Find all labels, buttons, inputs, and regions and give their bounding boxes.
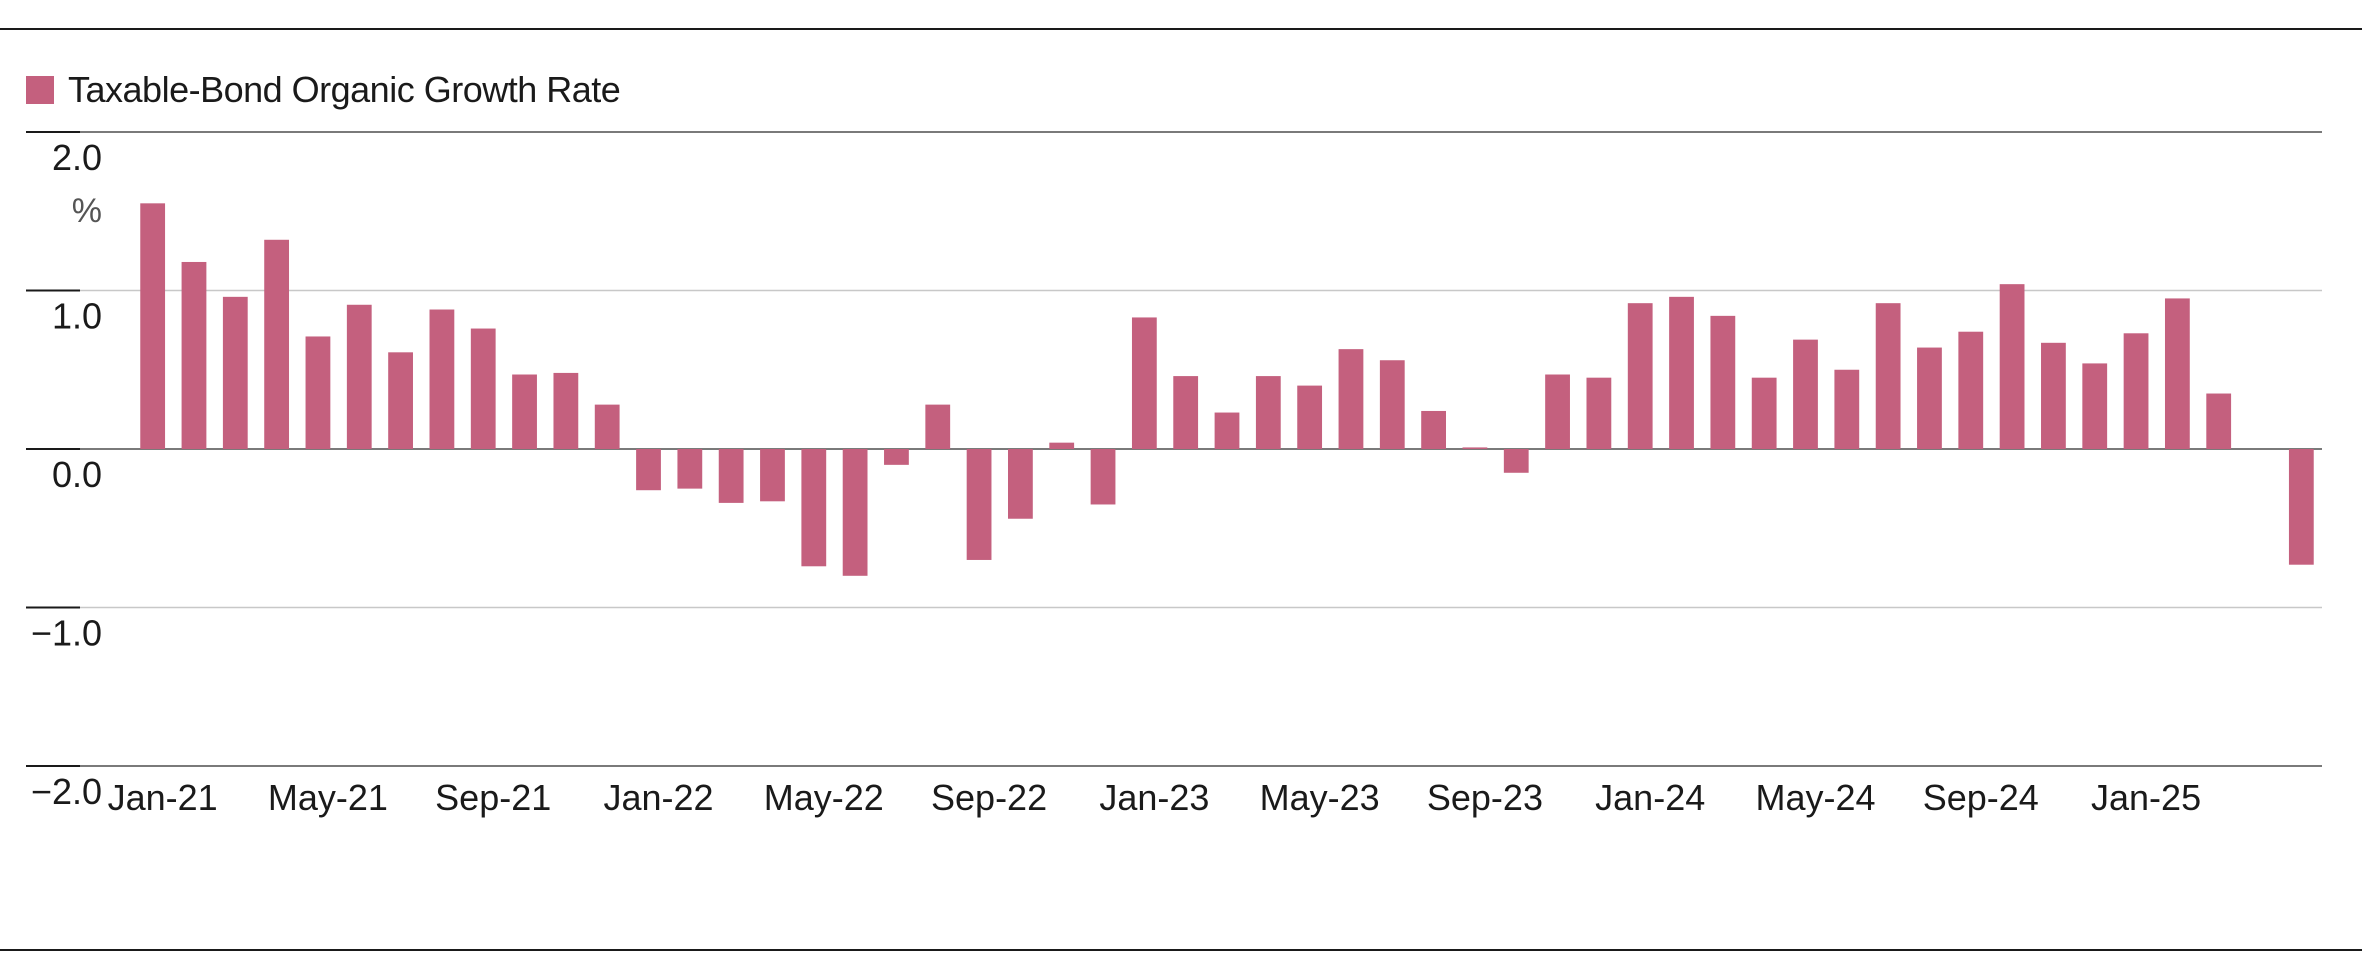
bar (1462, 447, 1488, 449)
x-tick-label: May-21 (268, 777, 388, 818)
bar (2041, 342, 2066, 449)
bar (1090, 449, 1116, 505)
bar (264, 239, 290, 449)
x-tick-label: Jan-21 (108, 777, 218, 818)
bar (1834, 369, 1860, 449)
bar (1545, 374, 1570, 449)
bar (1421, 410, 1446, 449)
legend: Taxable-Bond Organic Growth Rate (26, 68, 621, 112)
bar (1710, 315, 1736, 449)
bar (1958, 331, 1984, 449)
bar (1008, 449, 1033, 519)
y-tick-label: 1.0 (52, 296, 102, 337)
bar (718, 449, 744, 503)
bar (1917, 347, 1942, 449)
bar (1999, 284, 2025, 449)
x-tick-label: May-22 (764, 777, 884, 818)
y-tick-label: 0.0 (52, 454, 102, 495)
bar (1586, 377, 1612, 449)
x-tick-label: Jan-25 (2091, 777, 2201, 818)
bar (1669, 296, 1694, 449)
bar (884, 449, 909, 465)
bar (594, 404, 620, 449)
bar (2164, 298, 2190, 449)
bar (1627, 303, 1653, 449)
bar (925, 404, 951, 449)
bar (760, 449, 785, 502)
bar (2206, 393, 2232, 449)
bar (1751, 377, 1777, 449)
bar (1297, 385, 1323, 449)
bar (2082, 363, 2108, 449)
bar (1131, 317, 1157, 449)
bar (1214, 412, 1240, 449)
legend-label: Taxable-Bond Organic Growth Rate (68, 69, 621, 110)
bar (222, 296, 248, 449)
bar (346, 304, 372, 449)
bar (1049, 442, 1075, 449)
bar (553, 372, 579, 449)
bar (512, 374, 537, 449)
x-tick-label: May-23 (1260, 777, 1380, 818)
bar (801, 449, 827, 567)
x-tick-label: Sep-24 (1923, 777, 2039, 818)
bars (140, 203, 2314, 576)
bar (1338, 349, 1364, 449)
bar (2123, 333, 2149, 449)
bar (181, 261, 207, 449)
bar (636, 449, 661, 491)
x-tick-label: Sep-21 (435, 777, 551, 818)
x-tick-label: Sep-22 (931, 777, 1047, 818)
x-tick-label: Jan-23 (1099, 777, 1209, 818)
legend-swatch (26, 76, 54, 104)
y-tick-label: −2.0 (31, 771, 102, 812)
bar (1255, 376, 1281, 449)
bar (388, 352, 413, 449)
y-unit-label: % (72, 192, 102, 230)
y-axis-ticks: % 2.0 1.0 0.0 −1.0 −2.0 (31, 137, 102, 812)
x-tick-label: May-24 (1755, 777, 1875, 818)
x-tick-label: Jan-24 (1595, 777, 1705, 818)
bar (842, 449, 868, 576)
y-tick-label: 2.0 (52, 137, 102, 178)
bar (677, 449, 703, 489)
bar (140, 203, 166, 449)
bar (429, 309, 455, 449)
x-tick-label: Sep-23 (1427, 777, 1543, 818)
bar (1503, 449, 1529, 473)
x-axis-ticks: Jan-21 May-21 Sep-21 Jan-22 May-22 Sep-22 Jan-… (108, 777, 2201, 818)
bar (305, 336, 331, 449)
y-tick-label: −1.0 (31, 613, 102, 654)
bar (2288, 449, 2314, 565)
bar (470, 328, 496, 449)
bar (1875, 303, 1901, 449)
bar (966, 449, 992, 560)
bar (1379, 360, 1405, 449)
bar (1793, 339, 1818, 449)
x-tick-label: Jan-22 (603, 777, 713, 818)
bar (1173, 376, 1199, 449)
